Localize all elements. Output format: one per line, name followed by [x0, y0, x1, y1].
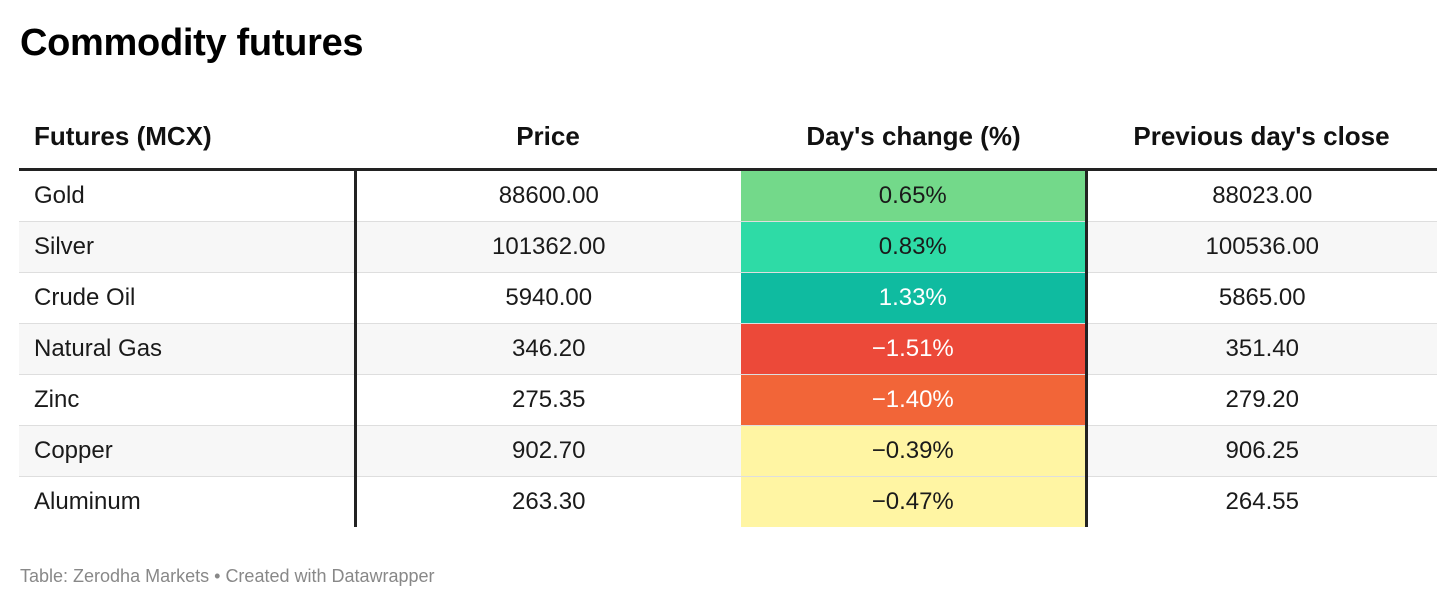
price-cell: 902.70	[355, 425, 741, 477]
column-header-previous-close: Previous day's close	[1086, 104, 1437, 171]
commodity-table: Futures (MCX) Price Day's change (%) Pre…	[19, 104, 1437, 527]
commodity-name-cell: Gold	[19, 169, 357, 222]
footer-separator: •	[214, 566, 221, 586]
previous-close-cell: 100536.00	[1086, 221, 1437, 273]
previous-close-cell: 88023.00	[1086, 169, 1437, 222]
commodity-name-cell: Copper	[19, 425, 357, 477]
days-change-cell: −1.51%	[741, 323, 1088, 375]
table-row: Copper 902.70 −0.39% 906.25	[19, 425, 1437, 477]
column-header-price: Price	[355, 104, 741, 171]
table-row: Zinc 275.35 −1.40% 279.20	[19, 374, 1437, 426]
previous-close-cell: 351.40	[1086, 323, 1437, 375]
price-cell: 275.35	[355, 374, 741, 426]
price-cell: 346.20	[355, 323, 741, 375]
table-row: Aluminum 263.30 −0.47% 264.55	[19, 476, 1437, 527]
table-footer: Table: Zerodha Markets • Created with Da…	[20, 566, 435, 587]
previous-close-cell: 279.20	[1086, 374, 1437, 426]
table-row: Silver 101362.00 0.83% 100536.00	[19, 221, 1437, 273]
days-change-cell: 0.83%	[741, 221, 1088, 273]
days-change-cell: −0.39%	[741, 425, 1088, 477]
table-row: Crude Oil 5940.00 1.33% 5865.00	[19, 272, 1437, 324]
days-change-cell: −1.40%	[741, 374, 1088, 426]
previous-close-cell: 906.25	[1086, 425, 1437, 477]
source-label: Table: Zerodha Markets	[20, 566, 210, 586]
table-header: Futures (MCX) Price Day's change (%) Pre…	[19, 104, 1437, 171]
commodity-name-cell: Silver	[19, 221, 357, 273]
chart-title: Commodity futures	[20, 22, 364, 64]
commodity-name-cell: Crude Oil	[19, 272, 357, 324]
column-header-days-change: Day's change (%)	[741, 104, 1086, 171]
days-change-cell: 0.65%	[741, 169, 1088, 222]
datawrapper-credit: Created with Datawrapper	[225, 566, 435, 586]
price-cell: 263.30	[512, 488, 586, 515]
commodity-name-cell: Aluminum	[19, 476, 357, 527]
column-header-futures: Futures (MCX)	[19, 104, 355, 171]
table-body: Gold 88600.00 0.65% 88023.00 Silver 101362.00…	[19, 169, 1437, 527]
header-row: Futures (MCX) Price Day's change (%) Pre…	[19, 104, 1437, 171]
commodity-table-container: Futures (MCX) Price Day's change (%) Pre…	[19, 104, 1437, 527]
price-cell: 88600.00	[355, 169, 741, 222]
days-change-cell: 1.33%	[741, 272, 1088, 324]
commodity-name-cell: Zinc	[19, 374, 357, 426]
commodity-name-cell: Natural Gas	[19, 323, 357, 375]
table-row: Gold 88600.00 0.65% 88023.00	[19, 169, 1437, 222]
previous-close-cell: 5865.00	[1086, 272, 1437, 324]
price-cell: 101362.00	[355, 221, 741, 273]
previous-close-cell: 264.55	[1225, 488, 1299, 515]
price-cell: 5940.00	[355, 272, 741, 324]
table-row: Natural Gas 346.20 −1.51% 351.40	[19, 323, 1437, 375]
days-change-cell: −0.47%	[741, 476, 1088, 527]
